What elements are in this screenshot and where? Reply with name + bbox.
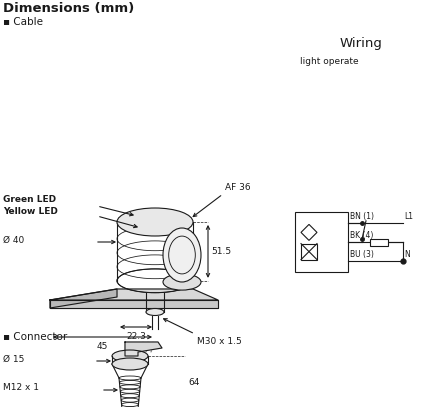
- FancyBboxPatch shape: [295, 212, 348, 272]
- Polygon shape: [50, 289, 218, 300]
- Polygon shape: [50, 289, 117, 308]
- Ellipse shape: [117, 208, 193, 236]
- FancyBboxPatch shape: [301, 244, 317, 260]
- Text: light operate: light operate: [300, 57, 359, 66]
- Text: ▪ Connector: ▪ Connector: [3, 332, 67, 342]
- Text: 22.3: 22.3: [126, 332, 146, 341]
- Ellipse shape: [112, 358, 148, 370]
- Text: BU (3): BU (3): [350, 250, 374, 259]
- Text: BN (1): BN (1): [350, 212, 374, 221]
- Text: BK (4): BK (4): [350, 231, 373, 240]
- Text: Wiring: Wiring: [340, 37, 383, 50]
- Ellipse shape: [146, 309, 164, 315]
- Text: 64: 64: [188, 378, 199, 387]
- Text: 51.5: 51.5: [211, 247, 231, 256]
- Ellipse shape: [112, 350, 148, 362]
- Text: Green LED: Green LED: [3, 195, 56, 204]
- FancyBboxPatch shape: [370, 239, 388, 245]
- Text: Yellow LED: Yellow LED: [3, 208, 58, 217]
- Ellipse shape: [163, 274, 201, 290]
- Text: Ø 15: Ø 15: [3, 354, 24, 363]
- Text: L1: L1: [404, 212, 413, 221]
- Polygon shape: [50, 300, 218, 308]
- Text: Dimensions (mm): Dimensions (mm): [3, 2, 134, 15]
- Text: AF 36: AF 36: [225, 183, 250, 192]
- Text: ▪ Cable: ▪ Cable: [3, 17, 43, 27]
- Text: Ø 40: Ø 40: [3, 236, 24, 245]
- Ellipse shape: [163, 228, 201, 282]
- Polygon shape: [125, 342, 162, 356]
- Text: M12 x 1: M12 x 1: [3, 383, 39, 392]
- Text: N: N: [404, 250, 410, 259]
- Text: 45: 45: [97, 342, 108, 351]
- Text: M30 x 1.5: M30 x 1.5: [197, 337, 242, 346]
